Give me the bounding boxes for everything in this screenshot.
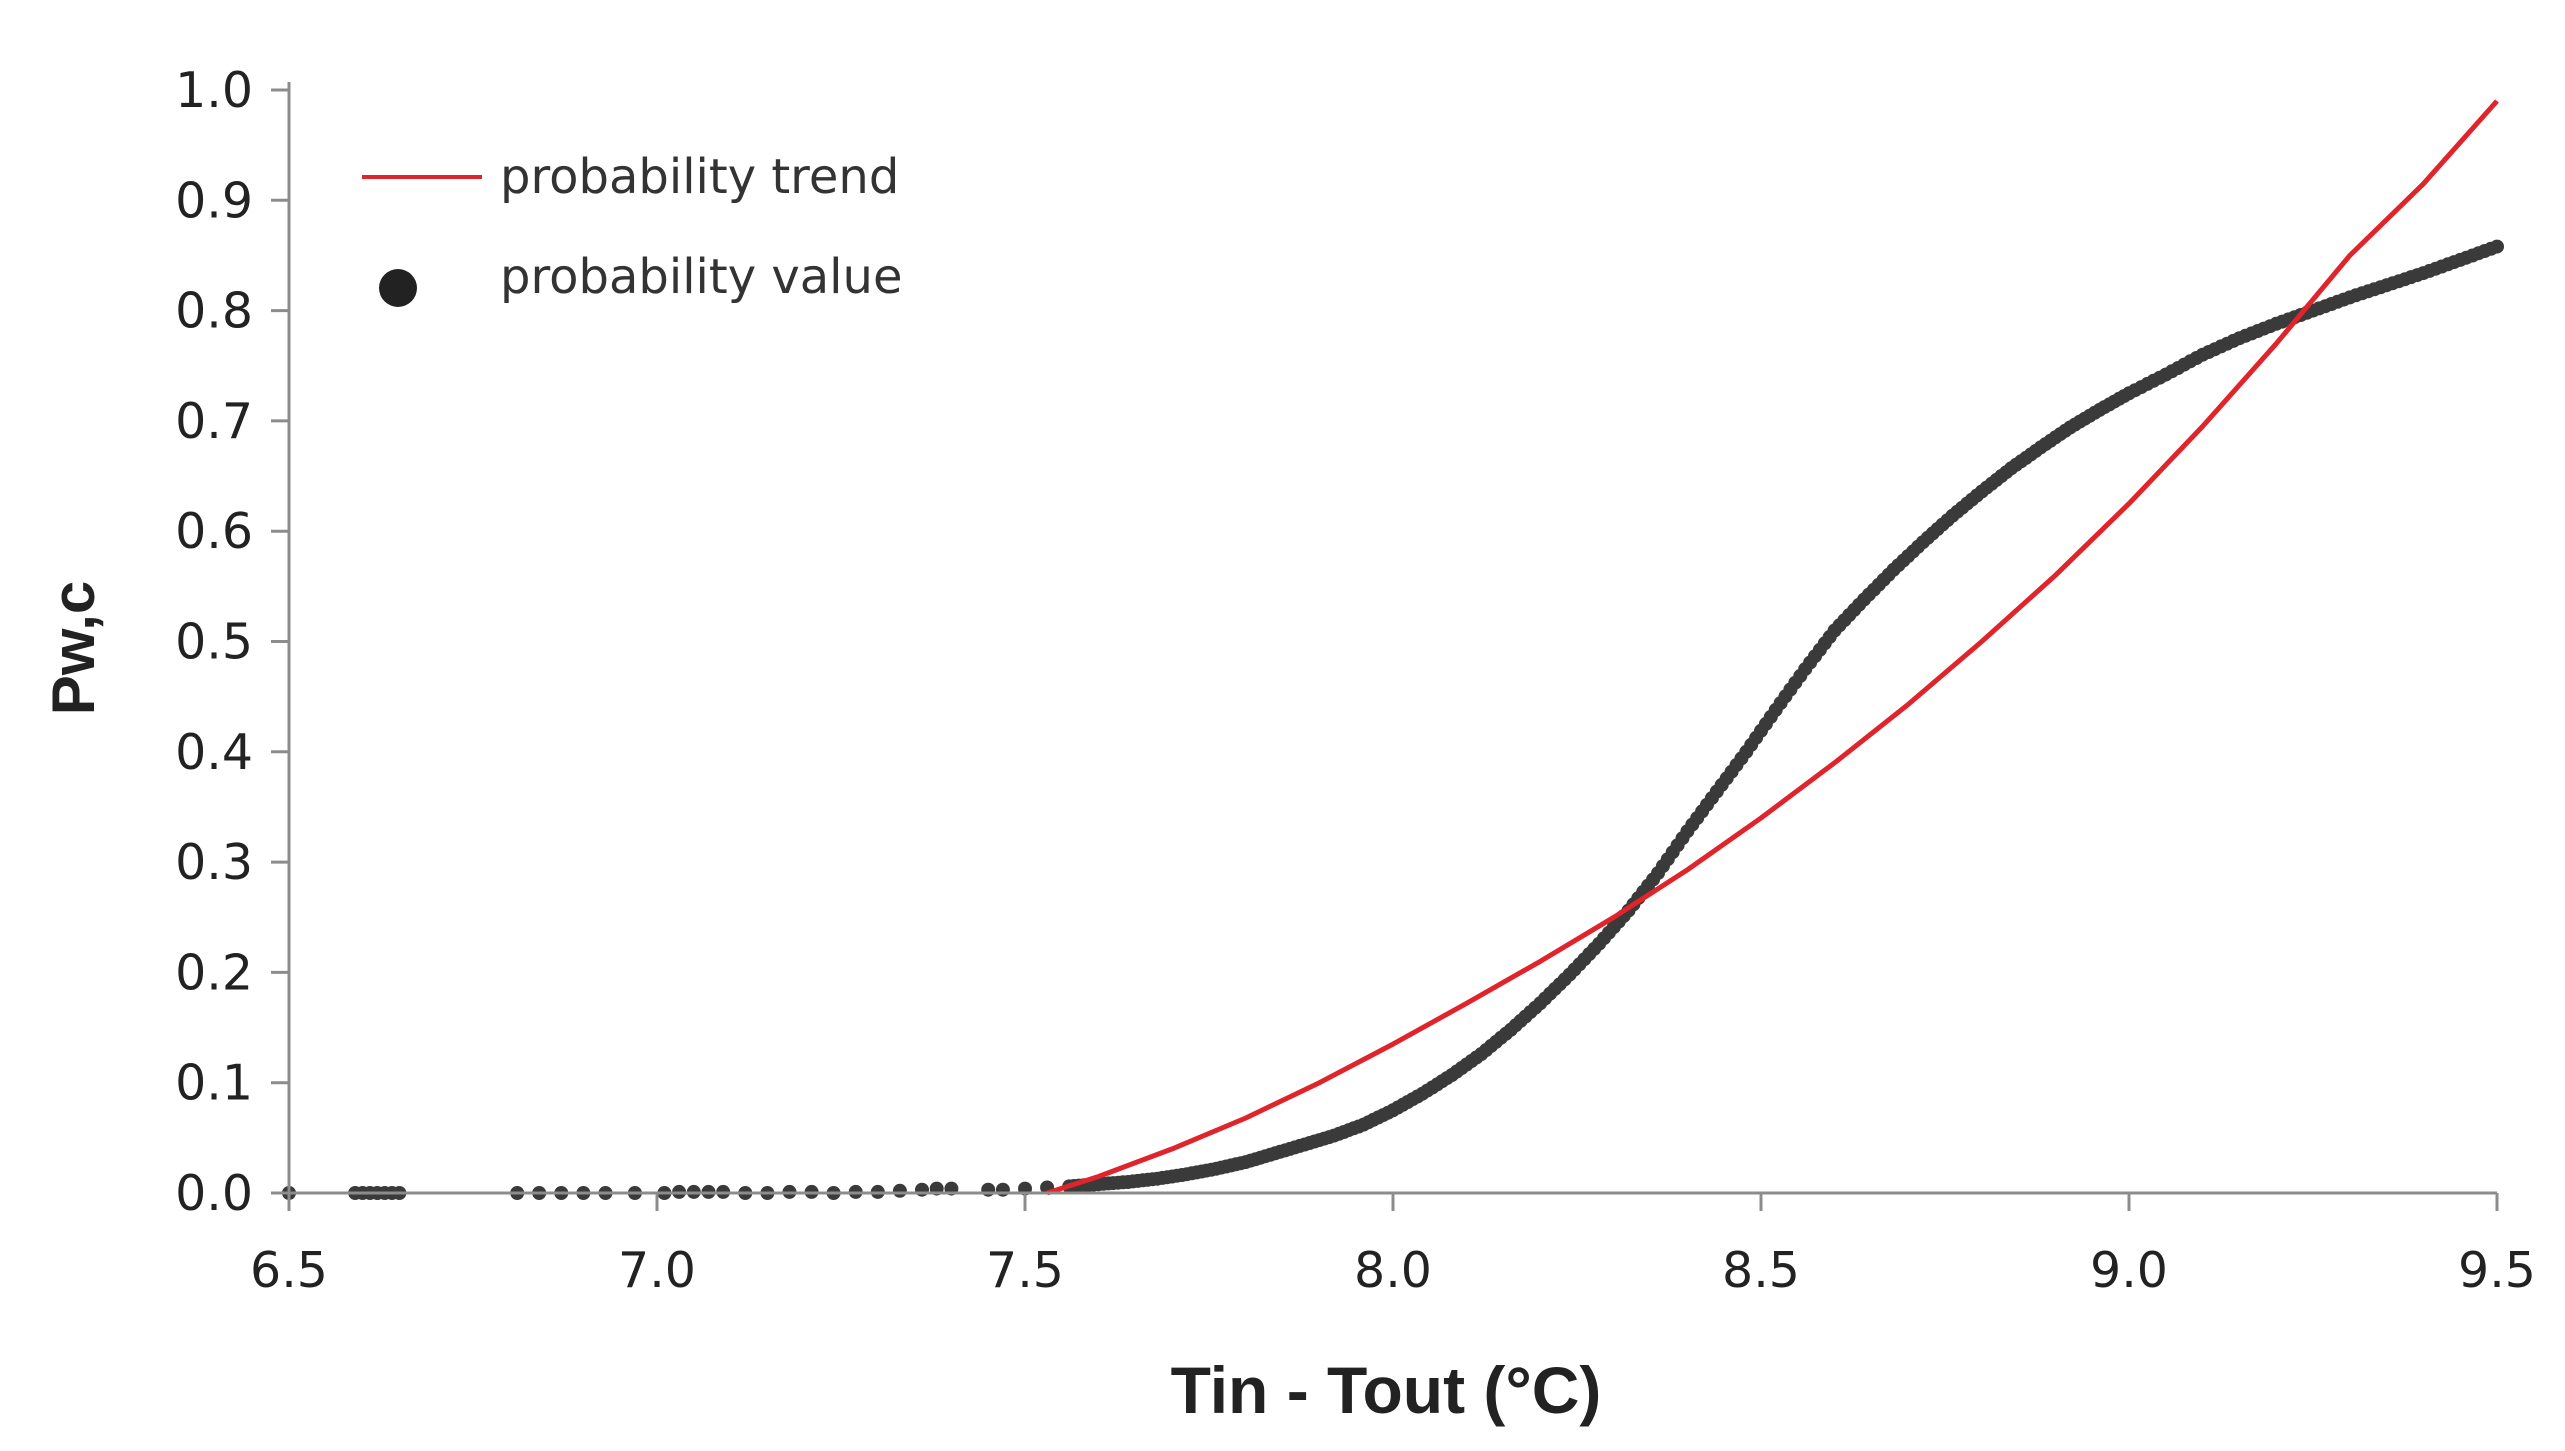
y-tick-label: 0.4 — [175, 724, 253, 781]
legend-dot-swatch — [379, 269, 417, 307]
legend-label-trend: probability trend — [500, 149, 899, 205]
y-tick-label: 0.5 — [175, 614, 253, 671]
x-tick-label: 7.5 — [986, 1242, 1064, 1299]
scatter-point — [2490, 239, 2504, 254]
x-tick-label: 7.0 — [618, 1242, 696, 1299]
scatter-point — [915, 1182, 929, 1197]
trend-line-layer — [1046, 99, 2499, 1196]
x-tick-label: 9.0 — [2090, 1242, 2168, 1299]
y-tick-label: 0.0 — [175, 1165, 253, 1222]
x-tick-label: 9.5 — [2458, 1242, 2536, 1299]
y-tick-label: 0.7 — [175, 393, 253, 450]
scatter-point — [981, 1182, 996, 1197]
x-tick-label: 6.5 — [250, 1242, 328, 1299]
scatter-point — [892, 1183, 907, 1198]
y-tick-label: 1.0 — [175, 62, 253, 119]
y-axis-title: Pw,c — [40, 581, 107, 716]
axes: 0.0 0.1 0.2 0.3 0.4 0.5 0.6 0.7 0.8 0.9 1.0 6.5 7.0 7… — [175, 62, 2536, 1299]
x-tick-label: 8.5 — [1722, 1242, 1800, 1299]
y-tick-label: 0.6 — [175, 503, 253, 560]
trend-line — [1046, 99, 2499, 1196]
legend: probability trend probability value — [362, 149, 902, 307]
scatter-points — [282, 239, 2504, 1200]
y-tick-label: 0.9 — [175, 172, 253, 229]
legend-label-value: probability value — [500, 249, 902, 305]
x-tick-label: 8.0 — [1354, 1242, 1432, 1299]
x-axis-title: Tin - Tout (°C) — [1171, 1353, 1602, 1427]
scatter-point — [995, 1182, 1010, 1197]
y-tick-label: 0.3 — [175, 834, 253, 891]
y-tick-label: 0.2 — [175, 944, 253, 1001]
y-tick-label: 0.1 — [175, 1055, 253, 1112]
y-tick-label: 0.8 — [175, 283, 253, 340]
